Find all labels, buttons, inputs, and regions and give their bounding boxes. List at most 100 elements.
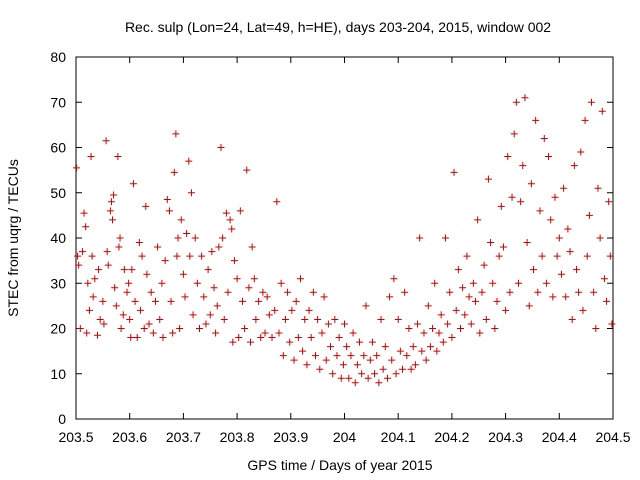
data-point [320,293,328,301]
data-point [499,243,507,251]
data-point [161,257,169,265]
data-point [525,302,533,310]
data-point [353,361,361,369]
data-point [398,365,406,373]
data-point [446,288,454,296]
data-point [238,297,246,305]
data-point [172,130,180,138]
data-point [89,293,97,301]
data-points [73,94,616,387]
data-point [396,347,404,355]
data-point [547,216,555,224]
data-point [401,288,409,296]
data-point [204,266,212,274]
data-point [349,329,357,337]
data-point [181,293,189,301]
data-point [104,261,112,269]
data-point [228,225,236,233]
data-point [292,297,300,305]
data-point [212,329,220,337]
data-point [147,288,155,296]
data-point [375,379,383,387]
data-point [245,284,253,292]
data-point [441,234,449,242]
data-point [454,266,462,274]
data-point [119,311,127,319]
data-point [331,315,339,323]
data-point [259,288,267,296]
y-tick-label: 70 [50,94,66,110]
data-point [198,252,206,260]
data-point [551,193,559,201]
data-point [206,311,214,319]
data-point [424,302,432,310]
data-point [519,162,527,170]
data-point [603,297,611,305]
data-point [222,209,230,217]
data-point [127,334,135,342]
data-point [247,338,255,346]
data-point [185,157,193,165]
x-tick-label: 204 [333,429,357,445]
data-point [236,207,244,215]
data-point [343,343,351,351]
x-tick-label: 204.4 [542,429,577,445]
data-point [265,311,273,319]
data-point [590,288,598,296]
data-point [429,325,437,332]
data-point [294,334,302,342]
data-point [114,153,122,161]
x-tick-label: 204.2 [434,429,469,445]
data-point [273,198,281,206]
data-point [469,279,477,287]
data-point [111,284,119,292]
data-point [448,334,456,342]
data-point [345,374,353,382]
data-point [78,248,86,256]
data-point [366,356,374,364]
data-point [506,288,514,296]
data-point [156,315,164,323]
data-point [474,216,482,224]
data-point [154,243,162,251]
data-point [566,248,574,256]
data-point [96,315,104,323]
data-point [316,365,324,373]
data-point [472,297,480,305]
data-point [167,297,175,305]
data-point [220,315,228,323]
data-point [75,261,83,269]
data-point [356,338,364,346]
data-point [433,347,441,355]
data-point [437,311,445,319]
data-point [116,234,124,242]
data-point [275,329,283,337]
data-point [142,202,150,210]
data-point [135,239,143,247]
data-point [527,180,535,188]
chart-title: Rec. sulp (Lon=24, Lat=49, h=HE), days 2… [125,19,551,35]
data-point [416,234,424,242]
data-point [133,334,141,342]
data-point [373,352,381,360]
data-point [99,297,107,305]
data-point [536,207,544,215]
data-point [577,148,585,156]
data-point [193,279,201,287]
x-axis-label: GPS time / Days of year 2015 [247,457,432,473]
data-point [581,116,589,124]
data-point [281,315,289,323]
data-point [213,302,221,310]
data-point [493,297,501,305]
data-point [288,306,296,314]
data-point [542,279,550,287]
data-point [467,320,475,328]
data-point [91,275,99,283]
data-point [305,306,313,314]
data-point [358,370,366,378]
data-point [290,356,298,364]
y-tick-label: 50 [50,185,66,201]
data-point [200,293,208,301]
data-point [362,302,370,310]
